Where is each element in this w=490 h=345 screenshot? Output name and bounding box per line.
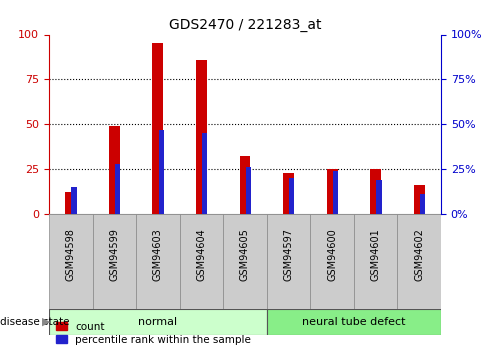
Text: ▶: ▶ [42, 317, 50, 327]
Bar [310, 214, 354, 310]
Text: GSM94605: GSM94605 [240, 228, 250, 281]
Text: GSM94601: GSM94601 [370, 228, 381, 281]
Bar [370, 169, 381, 214]
Bar [152, 43, 163, 214]
Bar [333, 171, 338, 214]
Bar [414, 185, 425, 214]
Bar [136, 214, 180, 310]
Legend: count, percentile rank within the sample: count, percentile rank within the sample [52, 317, 255, 345]
Text: GSM94598: GSM94598 [66, 228, 76, 281]
Title: GDS2470 / 221283_at: GDS2470 / 221283_at [169, 18, 321, 32]
Text: neural tube defect: neural tube defect [302, 317, 406, 327]
Text: GSM94597: GSM94597 [284, 228, 294, 282]
Bar [420, 194, 425, 214]
Text: GSM94602: GSM94602 [414, 228, 424, 281]
Text: GSM94603: GSM94603 [153, 228, 163, 281]
Bar [267, 309, 441, 335]
Text: normal: normal [138, 317, 177, 327]
Bar [93, 214, 136, 310]
Bar [180, 214, 223, 310]
Bar [327, 169, 338, 214]
Bar [397, 214, 441, 310]
Text: GSM94599: GSM94599 [109, 228, 120, 281]
Bar [115, 164, 120, 214]
Bar [376, 180, 382, 214]
Bar [267, 214, 310, 310]
Bar [49, 309, 267, 335]
Bar [109, 126, 120, 214]
Bar [240, 157, 250, 214]
Bar [49, 214, 93, 310]
Bar [283, 172, 294, 214]
Bar [245, 167, 251, 214]
Bar [65, 193, 76, 214]
Text: GSM94600: GSM94600 [327, 228, 337, 281]
Bar [159, 130, 164, 214]
Bar [289, 178, 294, 214]
Text: GSM94604: GSM94604 [196, 228, 206, 281]
Text: disease state: disease state [0, 317, 70, 327]
Bar [223, 214, 267, 310]
Bar [72, 187, 76, 214]
Bar [196, 60, 207, 214]
Bar [202, 133, 207, 214]
Bar [354, 214, 397, 310]
